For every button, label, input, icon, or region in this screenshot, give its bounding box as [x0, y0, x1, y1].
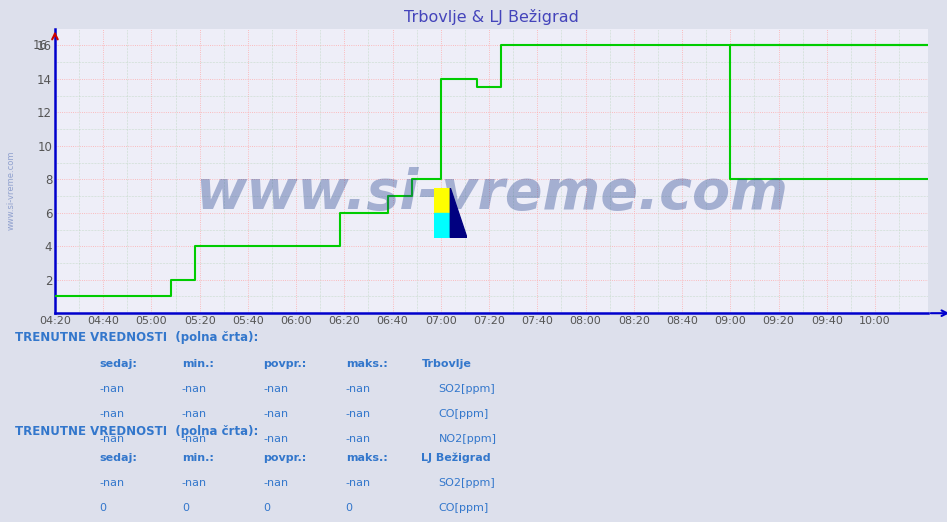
Text: -nan: -nan — [182, 434, 207, 444]
Text: -nan: -nan — [263, 384, 289, 394]
Text: 0: 0 — [99, 503, 106, 513]
Text: 0: 0 — [182, 503, 188, 513]
Text: -nan: -nan — [263, 478, 289, 488]
Text: -nan: -nan — [99, 434, 125, 444]
Text: www.si-vreme.com: www.si-vreme.com — [7, 151, 16, 230]
Polygon shape — [434, 213, 451, 238]
Text: sedaj:: sedaj: — [99, 359, 137, 369]
Text: maks.:: maks.: — [346, 453, 387, 462]
Text: -nan: -nan — [99, 409, 125, 419]
Polygon shape — [451, 188, 467, 238]
Text: povpr.:: povpr.: — [263, 359, 307, 369]
Text: SO2[ppm]: SO2[ppm] — [438, 478, 495, 488]
Text: -nan: -nan — [263, 434, 289, 444]
Text: -nan: -nan — [99, 478, 125, 488]
Text: -nan: -nan — [182, 384, 207, 394]
Text: www.si-vreme.com: www.si-vreme.com — [195, 167, 788, 221]
Title: Trbovlje & LJ Bežigrad: Trbovlje & LJ Bežigrad — [404, 9, 579, 25]
Text: -nan: -nan — [182, 409, 207, 419]
Text: povpr.:: povpr.: — [263, 453, 307, 462]
Text: -nan: -nan — [346, 384, 371, 394]
Text: 0: 0 — [263, 503, 270, 513]
Text: CO[ppm]: CO[ppm] — [438, 409, 489, 419]
Text: -nan: -nan — [346, 409, 371, 419]
Text: -nan: -nan — [99, 384, 125, 394]
Text: SO2[ppm]: SO2[ppm] — [438, 384, 495, 394]
Text: min.:: min.: — [182, 453, 214, 462]
Text: 16: 16 — [33, 39, 47, 52]
Text: LJ Bežigrad: LJ Bežigrad — [421, 453, 491, 463]
Text: -nan: -nan — [182, 478, 207, 488]
Text: TRENUTNE VREDNOSTI  (polna črta):: TRENUTNE VREDNOSTI (polna črta): — [15, 425, 259, 438]
Text: -nan: -nan — [346, 478, 371, 488]
Text: -nan: -nan — [346, 434, 371, 444]
Text: sedaj:: sedaj: — [99, 453, 137, 462]
Text: NO2[ppm]: NO2[ppm] — [438, 434, 496, 444]
Text: maks.:: maks.: — [346, 359, 387, 369]
Text: min.:: min.: — [182, 359, 214, 369]
Text: TRENUTNE VREDNOSTI  (polna črta):: TRENUTNE VREDNOSTI (polna črta): — [15, 331, 259, 345]
Text: CO[ppm]: CO[ppm] — [438, 503, 489, 513]
Polygon shape — [434, 188, 451, 213]
Text: 0: 0 — [346, 503, 352, 513]
Text: -nan: -nan — [263, 409, 289, 419]
Text: Trbovlje: Trbovlje — [421, 359, 472, 369]
